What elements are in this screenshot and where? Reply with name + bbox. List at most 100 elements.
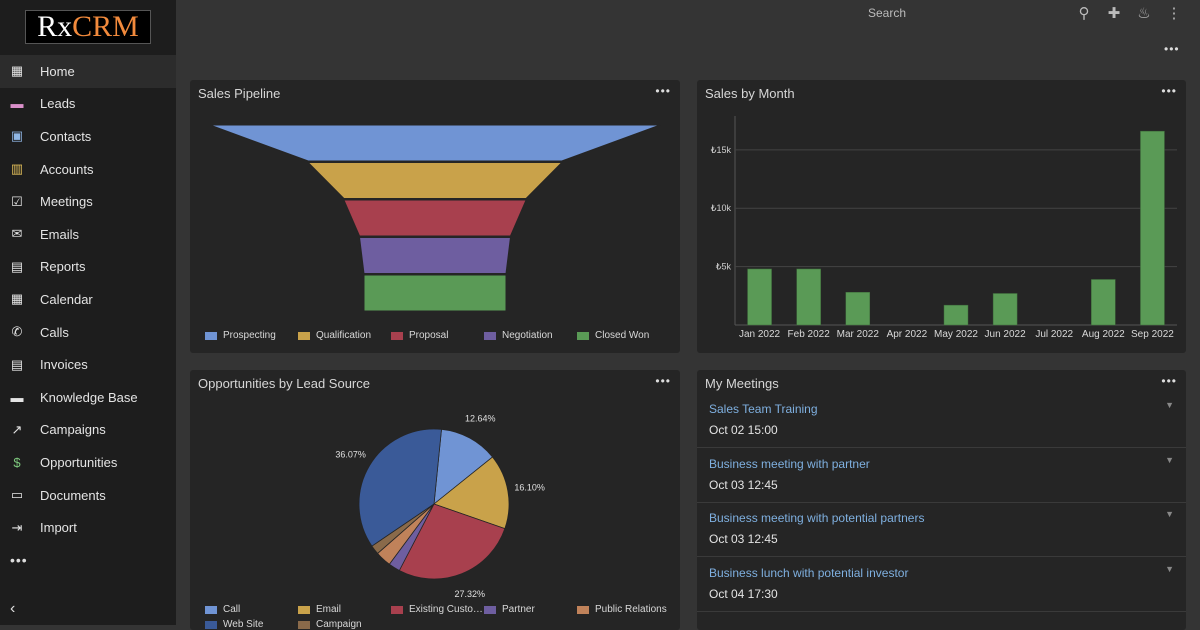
meeting-name-link[interactable]: Business meeting with partner <box>709 456 870 471</box>
funnel-segment[interactable] <box>363 274 507 312</box>
sidebar-item-leads[interactable]: ▬ Leads <box>0 88 176 121</box>
sidebar-item-invoices[interactable]: ▤ Invoices <box>0 348 176 381</box>
bar[interactable] <box>943 304 969 326</box>
legend-item[interactable]: Closed Won <box>577 330 670 341</box>
sidebar-item-label: Emails <box>40 226 80 242</box>
panel-more-icon[interactable]: ••• <box>655 84 671 98</box>
bell-icon[interactable]: ♨ <box>1137 5 1151 22</box>
legend-label: Negotiation <box>502 330 553 341</box>
legend-item[interactable]: Call <box>205 604 298 615</box>
accounts-icon: ▥ <box>10 161 24 177</box>
sidebar-item-home[interactable]: ▦ Home <box>0 55 176 88</box>
search-icon[interactable]: ⚲ <box>1078 5 1090 22</box>
app-logo[interactable]: RxCRM <box>25 10 151 44</box>
legend-label: Prospecting <box>223 330 276 341</box>
lead-source-panel: Opportunities by Lead Source ••• 12.64% 1… <box>190 370 680 630</box>
sidebar-item-calls[interactable]: ✆ Calls <box>0 316 176 349</box>
calendar-icon: ▦ <box>10 291 24 307</box>
list-item: Business meeting with potential partners… <box>697 503 1186 557</box>
chevron-down-icon[interactable]: ▼ <box>1165 563 1174 574</box>
sidebar-item-label: Import <box>40 520 77 536</box>
meeting-time: Oct 03 12:45 <box>709 532 778 546</box>
legend-swatch <box>484 331 496 340</box>
x-tick-label: Jul 2022 <box>1035 329 1073 340</box>
pie-slice[interactable] <box>433 456 510 530</box>
nav-more-icon[interactable]: ••• <box>10 552 28 568</box>
sidebar-item-meetings[interactable]: ☑ Meetings <box>0 185 176 218</box>
logo-text-crm: CRM <box>72 10 139 43</box>
legend-item[interactable]: Negotiation <box>484 330 577 341</box>
panel-more-icon[interactable]: ••• <box>1161 84 1177 98</box>
sidebar-item-calendar[interactable]: ▦ Calendar <box>0 283 176 316</box>
legend-label: Email <box>316 604 342 615</box>
sidebar-item-contacts[interactable]: ▣ Contacts <box>0 120 176 153</box>
kebab-icon[interactable]: ⋮ <box>1166 5 1182 22</box>
pie-slice[interactable] <box>358 428 442 547</box>
sidebar-nav: ▦ Home ▬ Leads ▣ Contacts ▥ Accounts ☑ Meetings ✉ E… <box>0 55 176 544</box>
sidebar-item-label: Meetings <box>40 194 93 210</box>
legend-item[interactable]: Existing Custo… <box>391 604 484 615</box>
bar[interactable] <box>845 292 871 326</box>
x-tick-label: Feb 2022 <box>788 329 831 340</box>
meeting-name-link[interactable]: Business lunch with potential investor <box>709 565 909 580</box>
legend-swatch <box>205 331 217 340</box>
panel-more-icon[interactable]: ••• <box>1161 374 1177 388</box>
calls-icon: ✆ <box>11 324 23 340</box>
sidebar-item-emails[interactable]: ✉ Emails <box>0 218 176 251</box>
sidebar-item-label: Reports <box>40 259 86 275</box>
search-input[interactable]: Search <box>868 6 907 20</box>
chevron-down-icon[interactable]: ▼ <box>1165 454 1174 465</box>
plus-icon[interactable]: ✚ <box>1107 5 1121 22</box>
bar[interactable] <box>796 268 821 326</box>
sidebar-item-accounts[interactable]: ▥ Accounts <box>0 153 176 186</box>
funnel-segment[interactable] <box>209 124 661 162</box>
bar[interactable] <box>1091 279 1116 326</box>
dashboard-more-icon[interactable]: ••• <box>1164 42 1180 56</box>
funnel-segment[interactable] <box>307 162 563 199</box>
pie-data-label: 36.07% <box>335 449 366 459</box>
pie-slice[interactable] <box>433 428 494 505</box>
sidebar-item-label: Contacts <box>40 128 92 144</box>
contacts-icon: ▣ <box>10 128 24 144</box>
legend-label: Call <box>223 604 241 615</box>
sidebar-item-documents[interactable]: ▭ Documents <box>0 479 176 512</box>
pie-data-label: 16.10% <box>514 483 545 493</box>
panel-title: Sales Pipeline <box>198 86 281 101</box>
leads-icon: ▬ <box>10 96 24 112</box>
sidebar-item-import[interactable]: ⇥ Import <box>0 511 176 544</box>
collapse-sidebar-icon[interactable]: ‹ <box>10 600 16 617</box>
y-tick-label: ₺10k <box>711 203 732 213</box>
legend-item[interactable]: Proposal <box>391 330 484 341</box>
legend-item[interactable]: Public Relations <box>577 604 670 615</box>
sidebar-item-campaigns[interactable]: ↗ Campaigns <box>0 414 176 447</box>
sidebar-item-label: Accounts <box>40 161 94 177</box>
import-icon: ⇥ <box>11 519 23 535</box>
meeting-time: Oct 04 17:30 <box>709 586 778 601</box>
chevron-down-icon[interactable]: ▼ <box>1165 509 1174 519</box>
panel-title: My Meetings <box>705 376 779 391</box>
sidebar-item-label: Campaigns <box>40 422 106 438</box>
panel-more-icon[interactable]: ••• <box>655 374 671 388</box>
meeting-name-link[interactable]: Sales Team Training <box>709 402 818 416</box>
legend-label: Public Relations <box>595 604 667 615</box>
sidebar-item-knowledge-base[interactable]: ▬ Knowledge Base <box>0 381 176 414</box>
legend-item[interactable]: Partner <box>484 604 577 615</box>
funnel-segment[interactable] <box>343 199 527 237</box>
bar[interactable] <box>747 268 772 326</box>
meeting-time: Oct 03 12:45 <box>709 477 778 492</box>
sidebar-item-reports[interactable]: ▤ Reports <box>0 251 176 284</box>
funnel-segment[interactable] <box>358 237 512 274</box>
legend-item[interactable]: Email <box>298 604 391 615</box>
sidebar-item-label: Opportunities <box>40 454 118 470</box>
bar[interactable] <box>1140 130 1165 326</box>
invoices-icon: ▤ <box>10 356 24 372</box>
pie-data-label: 12.64% <box>465 414 496 424</box>
sidebar-item-opportunities[interactable]: $ Opportunities <box>0 446 176 479</box>
bar[interactable] <box>992 293 1018 326</box>
legend-item[interactable]: Prospecting <box>205 330 298 341</box>
meeting-name-link[interactable]: Business meeting with potential partners <box>709 511 925 525</box>
legend-item[interactable]: Qualification <box>298 330 391 341</box>
pie-slice[interactable] <box>398 503 506 580</box>
legend-swatch <box>577 331 589 340</box>
chevron-down-icon[interactable]: ▼ <box>1165 400 1174 410</box>
